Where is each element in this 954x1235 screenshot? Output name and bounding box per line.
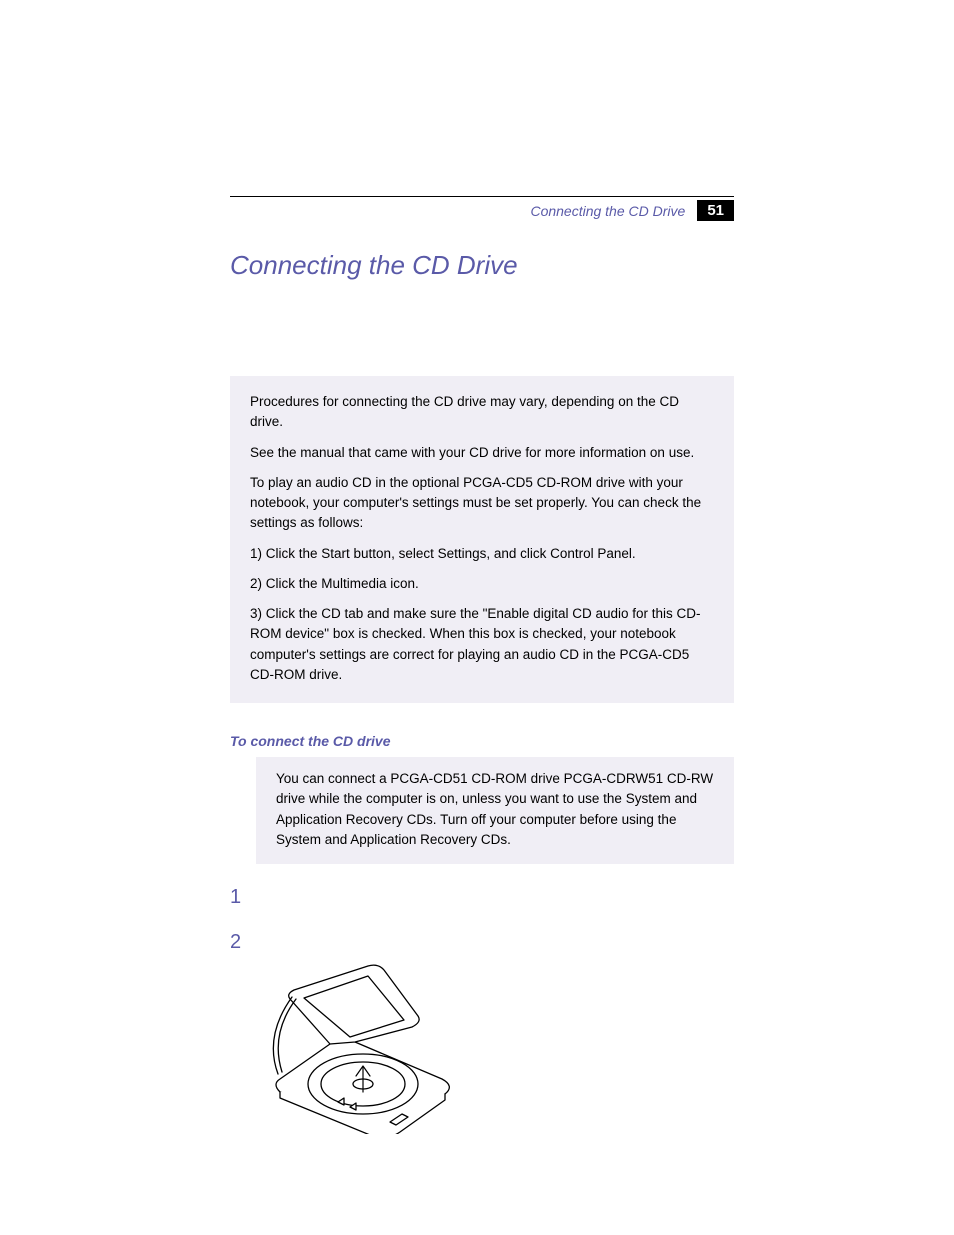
step-number-1: 1 <box>230 886 734 909</box>
info-paragraph: To play an audio CD in the optional PCGA… <box>250 473 714 534</box>
step-number-2: 2 <box>230 931 734 954</box>
info-step: 2) Click the Multimedia icon. <box>250 574 714 594</box>
cd-drive-illustration <box>260 964 734 1139</box>
running-header-title: Connecting the CD Drive <box>530 203 685 219</box>
subheading: To connect the CD drive <box>230 733 734 749</box>
info-paragraph: Procedures for connecting the CD drive m… <box>250 392 714 433</box>
header-rule <box>230 196 734 197</box>
info-paragraph: See the manual that came with your CD dr… <box>250 443 714 463</box>
note-box: You can connect a PCGA-CD51 CD-ROM drive… <box>256 757 734 864</box>
info-step: 3) Click the CD tab and make sure the "E… <box>250 604 714 685</box>
manual-page: Connecting the CD Drive 51 Connecting th… <box>0 0 954 1139</box>
page-number: 51 <box>697 200 734 221</box>
page-title: Connecting the CD Drive <box>230 250 734 281</box>
cd-drive-icon <box>260 964 460 1134</box>
info-step: 1) Click the Start button, select Settin… <box>250 544 714 564</box>
running-header: Connecting the CD Drive 51 <box>530 200 734 221</box>
info-box: Procedures for connecting the CD drive m… <box>230 376 734 703</box>
